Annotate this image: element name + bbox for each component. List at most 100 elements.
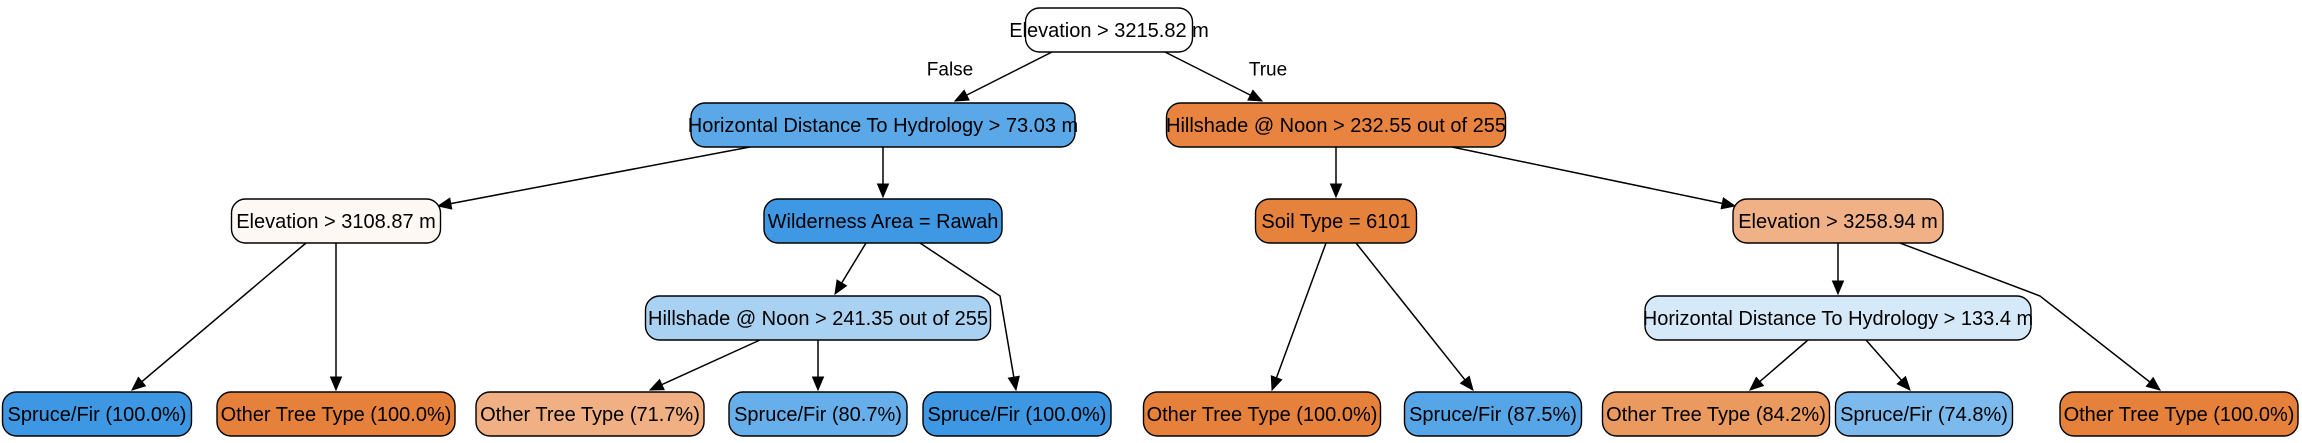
- node-label: Elevation > 3215.82 m: [1009, 20, 1209, 42]
- arrowhead: [1720, 197, 1737, 210]
- node-box: [1403, 391, 1583, 437]
- node-box: [475, 391, 705, 437]
- node-label: Spruce/Fir (100.0%): [928, 404, 1107, 426]
- node-label: Wilderness Area = Rawah: [768, 211, 999, 233]
- arrowhead: [811, 376, 825, 392]
- edge-n_hdh2-to-l8: [1749, 339, 1809, 391]
- node-box: [1834, 391, 2014, 437]
- node-label: Elevation > 3258.94 m: [1738, 211, 1938, 233]
- edge-n_hs2-to-l4: [811, 340, 825, 392]
- edge-line: [841, 242, 867, 284]
- node-label: Horizontal Distance To Hydrology > 133.4…: [1643, 308, 2033, 330]
- node-label: Other Tree Type (100.0%): [1147, 404, 1378, 426]
- leaf-node-l4: Spruce/Fir (80.7%): [728, 391, 908, 437]
- leaf-node-l3: Other Tree Type (71.7%): [475, 391, 705, 437]
- arrowhead: [834, 279, 848, 296]
- split-node-n_hs2: Hillshade @ Noon > 241.35 out of 255: [644, 295, 992, 341]
- edge-n_hs1-to-n_soil: [1329, 147, 1343, 199]
- node-label: Spruce/Fir (80.7%): [734, 404, 902, 426]
- node-label: Other Tree Type (100.0%): [2064, 404, 2295, 426]
- node-box: [216, 391, 456, 437]
- leaf-node-l10: Other Tree Type (100.0%): [2059, 391, 2299, 437]
- edge-line: [1759, 339, 1809, 383]
- edge-line: [1355, 242, 1466, 381]
- edge-n_soil-to-l6: [1270, 242, 1327, 392]
- edge-n_hdh1-to-n_wild: [876, 147, 890, 199]
- split-node-n_wild: Wilderness Area = Rawah: [763, 198, 1003, 244]
- edge-line: [661, 339, 761, 386]
- leaf-node-l9: Spruce/Fir (74.8%): [1834, 391, 2014, 437]
- edge-line: [1275, 242, 1327, 379]
- edge-root-to-n_hdh1: False: [927, 51, 1053, 102]
- node-label: Horizontal Distance To Hydrology > 73.03…: [688, 115, 1078, 137]
- edge-line: [1164, 51, 1251, 96]
- split-node-n_hs1: Hillshade @ Noon > 232.55 out of 255: [1165, 102, 1507, 148]
- node-box: [1644, 295, 2032, 341]
- arrowhead: [1896, 375, 1911, 391]
- arrowhead: [953, 89, 970, 102]
- arrowhead: [1007, 375, 1020, 392]
- edge-n_elev2-to-l1: [131, 242, 307, 391]
- edge-n_soil-to-l7: [1355, 242, 1474, 392]
- split-node-n_hdh2: Horizontal Distance To Hydrology > 133.4…: [1643, 295, 2033, 341]
- edge-n_wild-to-l5: [919, 242, 1020, 392]
- edges-layer: False True: [131, 51, 2162, 392]
- node-box: [690, 102, 1076, 148]
- edge-n_hdh2-to-l9: [1865, 339, 1911, 391]
- edge-label-false: False: [927, 60, 973, 81]
- node-label: Hillshade @ Noon > 232.55 out of 255: [1166, 115, 1506, 137]
- split-node-n_elev3: Elevation > 3258.94 m: [1732, 198, 1944, 244]
- node-label: Hillshade @ Noon > 241.35 out of 255: [648, 308, 988, 330]
- leaf-node-l6: Other Tree Type (100.0%): [1142, 391, 1382, 437]
- arrowhead: [1459, 375, 1474, 392]
- edge-n_hdh1-to-n_elev2: [436, 146, 751, 210]
- edge-line: [966, 51, 1053, 96]
- node-box: [644, 295, 992, 341]
- leaf-node-l7: Spruce/Fir (87.5%): [1403, 391, 1583, 437]
- node-box: [763, 198, 1003, 244]
- node-box: [1732, 198, 1944, 244]
- split-node-n_hdh1: Horizontal Distance To Hydrology > 73.03…: [688, 102, 1078, 148]
- node-label: Other Tree Type (71.7%): [480, 404, 700, 426]
- node-box: [1142, 391, 1382, 437]
- node-label: Soil Type = 6101: [1261, 211, 1410, 233]
- edge-n_hs2-to-l3: [648, 339, 761, 391]
- node-box: [1, 391, 193, 437]
- node-label: Other Tree Type (84.2%): [1606, 404, 1826, 426]
- edge-line: [1899, 242, 2151, 383]
- arrowhead: [131, 376, 147, 391]
- split-node-n_elev2: Elevation > 3108.87 m: [230, 198, 442, 244]
- node-label: Spruce/Fir (87.5%): [1409, 404, 1577, 426]
- edge-line: [1865, 339, 1902, 381]
- arrowhead: [1247, 89, 1264, 102]
- node-box: [2059, 391, 2299, 437]
- nodes-layer: Elevation > 3215.82 m Horizontal Distance…: [1, 7, 2299, 437]
- node-label: Elevation > 3108.87 m: [236, 211, 436, 233]
- split-node-n_soil: Soil Type = 6101: [1254, 198, 1418, 244]
- edge-n_hs1-to-n_elev3: [1451, 146, 1737, 210]
- edge-root-to-n_hs1: True: [1164, 51, 1287, 102]
- node-label: Spruce/Fir (74.8%): [1840, 404, 2008, 426]
- node-box: [728, 391, 908, 437]
- arrowhead: [1270, 375, 1283, 392]
- leaf-node-l1: Spruce/Fir (100.0%): [1, 391, 193, 437]
- node-label: Spruce/Fir (100.0%): [8, 404, 187, 426]
- arrowhead: [1831, 280, 1845, 296]
- node-box: [1024, 7, 1194, 53]
- arrowhead: [876, 183, 890, 199]
- edge-line: [919, 242, 1015, 378]
- split-node-root: Elevation > 3215.82 m: [1009, 7, 1209, 53]
- leaf-node-l5: Spruce/Fir (100.0%): [922, 391, 1112, 437]
- edge-line: [450, 146, 751, 205]
- edge-line: [141, 242, 307, 383]
- arrowhead: [1749, 376, 1765, 391]
- node-box: [1165, 102, 1507, 148]
- edge-n_elev3-to-l10: [1899, 242, 2162, 391]
- leaf-node-l8: Other Tree Type (84.2%): [1601, 391, 1831, 437]
- edge-label-true: True: [1249, 60, 1287, 81]
- arrowhead: [1329, 183, 1343, 199]
- arrowhead: [2145, 376, 2162, 391]
- arrowhead: [648, 378, 665, 391]
- arrowhead: [329, 376, 343, 392]
